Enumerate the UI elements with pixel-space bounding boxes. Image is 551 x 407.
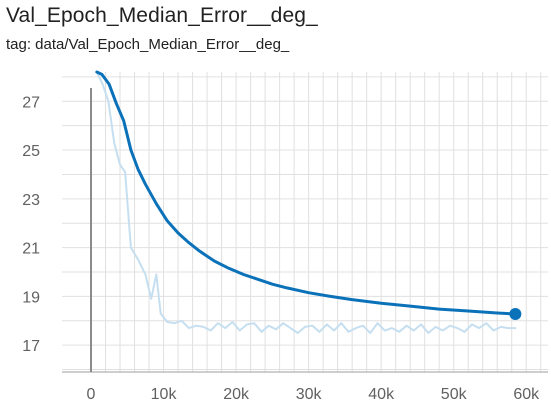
x-tick-label: 30k — [296, 386, 323, 403]
raw-series-line — [95, 71, 517, 334]
tick-labels: 17 19 21 23 25 27 0 10k 20k 30k 40k 50k 60k — [22, 94, 540, 403]
chart-tag: tag: data/Val_Epoch_Median_Error__deg_ — [6, 36, 290, 53]
last-point-marker[interactable] — [509, 307, 522, 320]
y-tick-label: 25 — [22, 143, 40, 160]
x-tick-label: 40k — [368, 386, 395, 403]
x-tick-label: 0 — [87, 386, 96, 403]
x-tick-label: 50k — [441, 386, 468, 403]
y-tick-label: 27 — [22, 94, 40, 111]
axes — [62, 88, 548, 373]
series — [95, 70, 522, 334]
y-tick-label: 21 — [22, 241, 40, 258]
y-tick-label: 23 — [22, 192, 40, 209]
y-tick-label: 19 — [22, 289, 40, 306]
x-tick-label: 60k — [513, 386, 540, 403]
x-tick-label: 20k — [223, 386, 250, 403]
smoothed-series-line — [95, 70, 517, 316]
y-tick-label: 17 — [22, 338, 40, 355]
chart-title: Val_Epoch_Median_Error__deg_ — [6, 4, 318, 27]
x-tick-label: 10k — [151, 386, 178, 403]
grid-lines — [62, 72, 548, 372]
